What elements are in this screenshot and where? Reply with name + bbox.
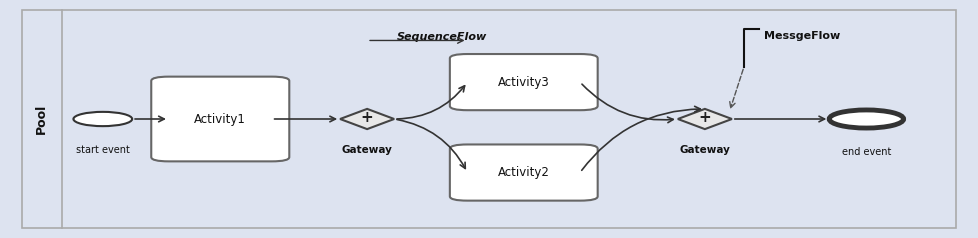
- Text: Activity2: Activity2: [498, 166, 549, 179]
- FancyBboxPatch shape: [449, 54, 597, 110]
- Text: start event: start event: [75, 145, 130, 155]
- FancyBboxPatch shape: [22, 10, 956, 228]
- Text: Activity3: Activity3: [498, 76, 549, 89]
- FancyBboxPatch shape: [449, 144, 597, 201]
- Polygon shape: [339, 109, 394, 129]
- Text: +: +: [697, 110, 711, 125]
- Text: Gateway: Gateway: [679, 144, 730, 155]
- Text: SequenceFlow: SequenceFlow: [396, 32, 486, 42]
- Text: Pool: Pool: [34, 104, 48, 134]
- Text: Gateway: Gateway: [341, 144, 392, 155]
- Polygon shape: [677, 109, 732, 129]
- Circle shape: [828, 110, 903, 128]
- Text: Activity1: Activity1: [195, 113, 245, 125]
- Text: MessgeFlow: MessgeFlow: [763, 31, 839, 41]
- Circle shape: [73, 112, 132, 126]
- Text: end event: end event: [841, 147, 890, 157]
- FancyBboxPatch shape: [152, 77, 289, 161]
- Text: +: +: [360, 110, 374, 125]
